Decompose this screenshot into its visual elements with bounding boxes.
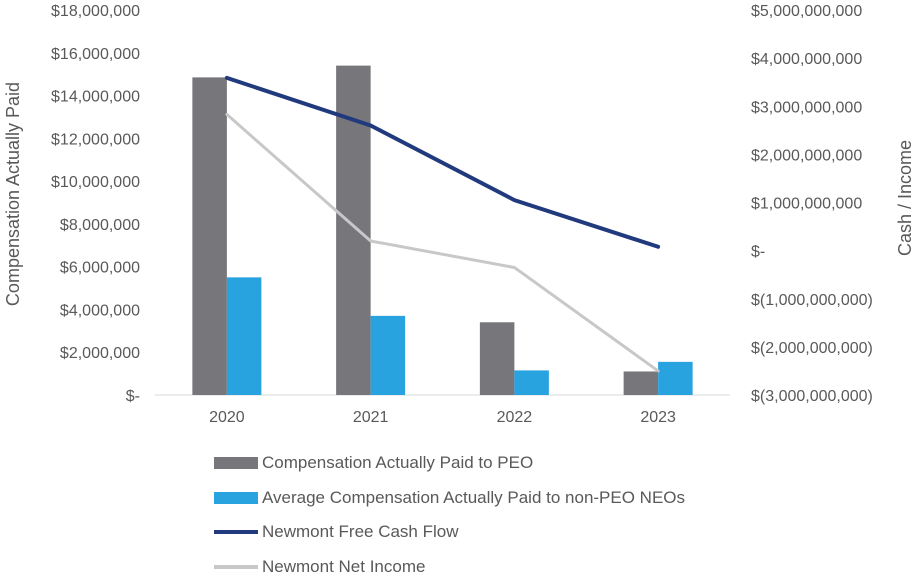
left-tick-label: $18,000,000 <box>51 3 140 20</box>
left-tick-label: $8,000,000 <box>60 217 140 234</box>
chart-plot: $- $2,000,000 $4,000,000 $6,000,000 $8,000,0… <box>0 0 918 440</box>
right-tick-label: $(1,000,000,000) <box>751 292 873 309</box>
legend-item-peo: Compensation Actually Paid to PEO <box>214 446 685 481</box>
legend-swatch-fcf <box>214 530 258 534</box>
left-tick-label: $14,000,000 <box>51 89 140 106</box>
right-tick-label: $(2,000,000,000) <box>751 340 873 357</box>
bar-neo-2021 <box>371 316 406 395</box>
x-axis-category-labels: 2020 2021 2022 2023 <box>209 409 676 426</box>
bar-peo-2023 <box>624 371 659 395</box>
left-tick-label: $10,000,000 <box>51 174 140 191</box>
bar-series <box>192 66 692 395</box>
right-tick-label: $2,000,000,000 <box>751 147 862 164</box>
left-axis-title: Compensation Actually Paid <box>3 82 23 306</box>
x-tick-label: 2021 <box>353 409 389 426</box>
left-tick-label: $4,000,000 <box>60 302 140 319</box>
line-free-cash-flow <box>227 78 658 247</box>
right-tick-label: $4,000,000,000 <box>751 51 862 68</box>
x-tick-label: 2022 <box>497 409 533 426</box>
left-axis-ticks: $- $2,000,000 $4,000,000 $6,000,000 $8,000,0… <box>51 3 140 405</box>
bar-peo-2022 <box>480 322 515 395</box>
left-tick-label: $2,000,000 <box>60 345 140 362</box>
left-tick-label: $12,000,000 <box>51 131 140 148</box>
legend-item-neo: Average Compensation Actually Paid to no… <box>214 481 685 516</box>
bar-neo-2020 <box>227 277 262 395</box>
legend-item-net-income: Newmont Net Income <box>214 550 685 584</box>
right-tick-label: $3,000,000,000 <box>751 99 862 116</box>
legend-swatch-neo <box>214 492 258 504</box>
legend: Compensation Actually Paid to PEO Averag… <box>214 446 685 584</box>
legend-label-fcf: Newmont Free Cash Flow <box>262 522 459 542</box>
right-axis-title: Cash / Income <box>895 140 915 256</box>
bar-neo-2022 <box>514 370 549 395</box>
right-tick-label: $1,000,000,000 <box>751 196 862 213</box>
x-tick-label: 2023 <box>640 409 676 426</box>
legend-swatch-net-income <box>214 565 258 569</box>
bar-neo-2023 <box>658 362 693 395</box>
left-tick-label: $- <box>126 388 140 405</box>
right-tick-label: $5,000,000,000 <box>751 3 862 20</box>
legend-item-fcf: Newmont Free Cash Flow <box>214 515 685 550</box>
legend-label-net-income: Newmont Net Income <box>262 557 425 577</box>
right-tick-label: $- <box>751 244 765 261</box>
line-series <box>227 78 658 371</box>
bar-peo-2020 <box>192 77 227 395</box>
right-tick-label: $(3,000,000,000) <box>751 388 873 405</box>
x-tick-label: 2020 <box>209 409 245 426</box>
legend-label-neo: Average Compensation Actually Paid to no… <box>262 488 685 508</box>
left-tick-label: $16,000,000 <box>51 46 140 63</box>
legend-label-peo: Compensation Actually Paid to PEO <box>262 453 533 473</box>
right-axis-ticks: $(3,000,000,000) $(2,000,000,000) $(1,000,… <box>751 3 873 405</box>
legend-swatch-peo <box>214 457 258 469</box>
left-tick-label: $6,000,000 <box>60 260 140 277</box>
line-net-income <box>227 114 658 371</box>
